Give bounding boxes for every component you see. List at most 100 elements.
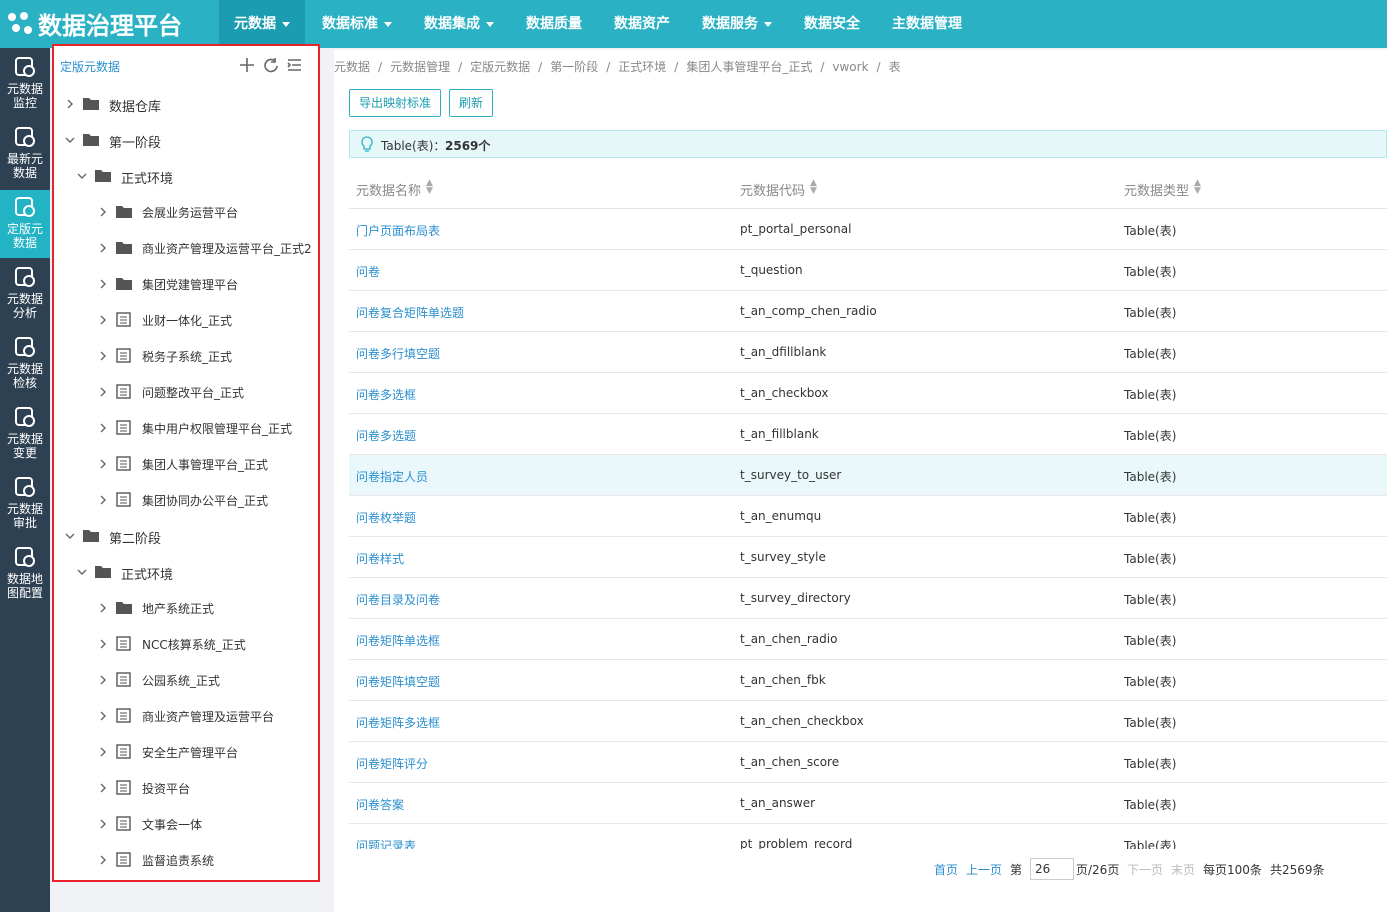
sidebar-label[interactable]: 元数据分析	[6, 292, 43, 320]
table-cell[interactable]: 问卷多行填空题	[356, 347, 441, 361]
sidebar-item[interactable]: 元数据变更	[0, 400, 50, 468]
tree-label[interactable]: 问题整改平台_正式	[142, 386, 245, 400]
chevron[interactable]	[97, 422, 109, 434]
tree-label[interactable]: 集团人事管理平台_正式	[142, 458, 269, 472]
tree-label[interactable]: 公园系统_正式	[142, 674, 221, 688]
breadcrumb-item[interactable]: 元数据管理	[390, 60, 451, 74]
nav-label[interactable]: 主数据管理	[892, 16, 962, 32]
breadcrumb-item[interactable]: 集团人事管理平台_正式	[686, 60, 813, 74]
table-row[interactable]: 问卷复合矩阵单选题 t_an_comp_chen_radio Table(表)	[349, 291, 1387, 332]
tree-tools[interactable]	[238, 56, 304, 74]
column-header[interactable]: 元数据名称	[356, 184, 422, 199]
tree-label[interactable]: 地产系统正式	[142, 602, 215, 616]
sidebar-label[interactable]: 元数据变更	[6, 432, 43, 460]
tree-label[interactable]: 安全生产管理平台	[142, 746, 239, 760]
table-row[interactable]: 问题记录表 pt_problem_record Table(表)	[349, 824, 1387, 849]
tree-label[interactable]: NCC核算系统_正式	[142, 638, 246, 652]
sidebar-item[interactable]: 元数据审批	[0, 470, 50, 538]
tree-node[interactable]: 集团协同办公平台_正式	[54, 482, 318, 518]
chevron[interactable]	[64, 530, 76, 542]
tree-node[interactable]: 集团党建管理平台	[54, 266, 318, 302]
tree-node[interactable]: 监督追责系统	[54, 842, 318, 878]
nav-label[interactable]: 元数据	[234, 16, 276, 32]
tree-node[interactable]: 数据仓库	[54, 86, 318, 122]
chevron[interactable]	[64, 98, 76, 110]
table-cell[interactable]: 问卷矩阵评分	[356, 757, 429, 771]
table-row[interactable]: 问卷矩阵多选框 t_an_chen_checkbox Table(表)	[349, 701, 1387, 742]
tree-node[interactable]: 地产系统正式	[54, 590, 318, 626]
chevron[interactable]	[97, 314, 109, 326]
tree-label[interactable]: 集团协同办公平台_正式	[142, 494, 269, 508]
tree-label[interactable]: 监督追责系统	[142, 854, 215, 868]
table-cell[interactable]: 问卷多选题	[356, 429, 417, 443]
sidebar-label[interactable]: 最新元数据	[6, 152, 43, 180]
tree-label[interactable]: 集团党建管理平台	[142, 278, 239, 292]
nav-label[interactable]: 数据质量	[526, 16, 582, 32]
tree-label[interactable]: 正式环境	[121, 172, 174, 187]
tree-node[interactable]: 业财一体化_正式	[54, 302, 318, 338]
nav-item[interactable]: 数据资产	[599, 0, 685, 48]
table-row[interactable]: 问卷枚举题 t_an_enumqu Table(表)	[349, 496, 1387, 537]
tree-node[interactable]: 安全生产管理平台	[54, 734, 318, 770]
sidebar-item[interactable]: 最新元数据	[0, 120, 50, 188]
chevron[interactable]	[97, 494, 109, 506]
table-cell[interactable]: 问卷目录及问卷	[356, 593, 441, 607]
tree-node[interactable]: 集团人事管理平台_正式	[54, 446, 318, 482]
column-header[interactable]: 元数据类型	[1124, 184, 1190, 199]
chevron[interactable]	[97, 386, 109, 398]
sidebar-label[interactable]: 元数据检核	[6, 362, 43, 390]
table-row[interactable]: 问卷多选框 t_an_checkbox Table(表)	[349, 373, 1387, 414]
table-cell[interactable]: 问卷多选框	[356, 388, 417, 402]
tree-node[interactable]: 第一阶段	[54, 122, 318, 158]
sidebar-item[interactable]: 元数据监控	[0, 50, 50, 118]
nav-item[interactable]: 数据安全	[789, 0, 875, 48]
sidebar-item[interactable]: 数据地图配置	[0, 540, 50, 608]
table-row[interactable]: 问卷矩阵单选框 t_an_chen_radio Table(表)	[349, 619, 1387, 660]
table-cell[interactable]: 问卷矩阵填空题	[356, 675, 441, 689]
table-row[interactable]: 问卷指定人员 t_survey_to_user Table(表)	[349, 455, 1387, 496]
nav-item[interactable]: 主数据管理	[877, 0, 977, 48]
tree-node[interactable]: 正式环境	[54, 554, 318, 590]
chevron[interactable]	[64, 134, 76, 146]
tree-node[interactable]: 集中用户权限管理平台_正式	[54, 410, 318, 446]
breadcrumb-item[interactable]: 表	[888, 60, 901, 74]
table-cell[interactable]: 问卷枚举题	[356, 511, 417, 525]
tree-node[interactable]: 文事会一体	[54, 806, 318, 842]
tree-label[interactable]: 集中用户权限管理平台_正式	[142, 422, 293, 436]
tree-node[interactable]: 会展业务运营平台	[54, 194, 318, 230]
chevron[interactable]	[97, 674, 109, 686]
pagination-first[interactable]: 首页	[934, 863, 959, 877]
chevron[interactable]	[97, 746, 109, 758]
sidebar-label[interactable]: 元数据审批	[6, 502, 43, 530]
sidebar-item[interactable]: 定版元数据	[0, 190, 50, 258]
nav-label[interactable]: 数据服务	[702, 16, 758, 32]
tree-node[interactable]: 税务子系统_正式	[54, 338, 318, 374]
chevron[interactable]	[97, 818, 109, 830]
tree-label[interactable]: 第二阶段	[109, 532, 162, 547]
tree-label[interactable]: 数据仓库	[109, 100, 162, 115]
sidebar-item[interactable]: 元数据分析	[0, 260, 50, 328]
table-row[interactable]: 问卷目录及问卷 t_survey_directory Table(表)	[349, 578, 1387, 619]
nav-item[interactable]: 数据标准	[307, 0, 407, 48]
sidebar-label[interactable]: 数据地图配置	[6, 572, 43, 600]
tree-node[interactable]: 第二阶段	[54, 518, 318, 554]
nav-item[interactable]: 元数据	[219, 0, 305, 48]
tree-node[interactable]: 商业资产管理及运营平台_正式2	[54, 230, 318, 266]
tree-node[interactable]: 问题整改平台_正式	[54, 374, 318, 410]
table-cell[interactable]: 问卷指定人员	[356, 470, 429, 484]
tree-node[interactable]: 公园系统_正式	[54, 662, 318, 698]
nav-item[interactable]: 数据质量	[511, 0, 597, 48]
tree-label[interactable]: 第一阶段	[109, 136, 162, 151]
table-cell[interactable]: 问题记录表	[356, 839, 417, 849]
nav-label[interactable]: 数据集成	[424, 16, 480, 32]
chevron[interactable]	[97, 242, 109, 254]
sidebar-item[interactable]: 元数据检核	[0, 330, 50, 398]
chevron[interactable]	[97, 350, 109, 362]
chevron[interactable]	[76, 170, 88, 182]
chevron[interactable]	[97, 458, 109, 470]
sort-icon[interactable]: ▲ ▼	[1194, 178, 1201, 196]
table-cell[interactable]: 问卷矩阵多选框	[356, 716, 441, 730]
table-cell[interactable]: 门户页面布局表	[356, 224, 441, 238]
chevron[interactable]	[97, 206, 109, 218]
chevron[interactable]	[97, 278, 109, 290]
